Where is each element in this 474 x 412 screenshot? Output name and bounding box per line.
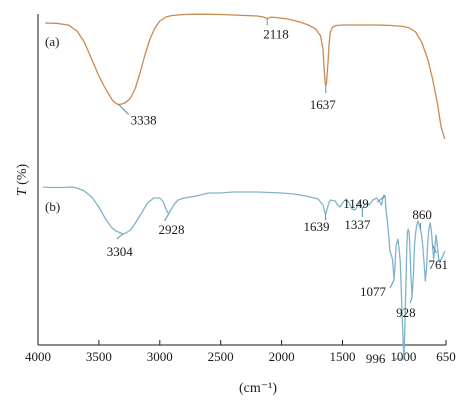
- x-tick-label: 1500: [329, 349, 355, 364]
- peak-label-1637: 1637: [310, 97, 337, 112]
- spectrum-b-line: [42, 186, 446, 360]
- x-tick-label: 2000: [269, 349, 295, 364]
- x-tick-label: 4000: [25, 349, 51, 364]
- peak-label-1337: 1337: [344, 217, 371, 232]
- panel-label-a: (a): [45, 34, 59, 49]
- peak-label-2118: 2118: [263, 27, 289, 42]
- spectra: [42, 13, 446, 360]
- annotation-leader: [409, 296, 413, 304]
- x-ticks: 4000 3500 3000 2500 2000 1500 1000 650: [25, 340, 456, 364]
- peak-label-996: 996: [366, 351, 386, 366]
- annotation-leader: [432, 244, 437, 254]
- panel-label-b: (b): [45, 199, 60, 214]
- peak-label-2928: 2928: [159, 222, 185, 237]
- peak-label-1149: 1149: [343, 196, 369, 211]
- peak-label-1077: 1077: [360, 284, 387, 299]
- y-axis-title-letter: T: [15, 187, 30, 196]
- x-tick-label: 3500: [86, 349, 112, 364]
- annotation-leader: [118, 104, 129, 115]
- annotation-leader: [116, 233, 124, 240]
- y-axis-title-unit: (%): [15, 164, 30, 189]
- peak-annotations: 3338 2118 1637 3304 2928 1639 1337 1149 1077 996 9…: [107, 18, 448, 366]
- x-tick-label: 3000: [147, 349, 173, 364]
- x-axis-title: (cm⁻¹): [239, 381, 277, 396]
- peak-label-761: 761: [428, 257, 448, 272]
- peak-label-1639: 1639: [304, 219, 330, 234]
- peak-label-3304: 3304: [107, 244, 134, 259]
- annotation-leader: [164, 213, 169, 222]
- spectrum-a-line: [45, 13, 446, 140]
- annotation-leader: [376, 195, 386, 203]
- peak-label-3338: 3338: [131, 113, 157, 128]
- peak-label-928: 928: [396, 305, 416, 320]
- x-tick-label: 650: [436, 349, 456, 364]
- x-tick-label: 2500: [208, 349, 234, 364]
- peak-label-860: 860: [412, 207, 432, 222]
- y-axis-title: T (%): [15, 164, 30, 197]
- annotation-leader: [389, 279, 395, 289]
